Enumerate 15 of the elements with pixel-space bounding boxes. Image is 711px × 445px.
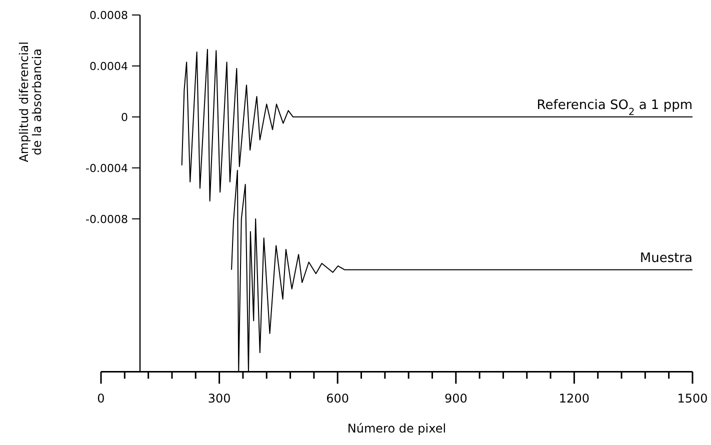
x-tick-label: 1500 — [677, 392, 708, 406]
y-tick-label: -0.0008 — [86, 212, 128, 226]
x-tick-label: 600 — [326, 392, 350, 406]
series-label: Muestra — [640, 250, 692, 266]
x-tick-label: 1200 — [558, 392, 590, 406]
line-series — [181, 48, 693, 202]
y-tick-label: 0.0004 — [90, 60, 128, 73]
x-axis-title: Número de pixel — [347, 422, 446, 436]
series-label: Referencia SO$_{2}$ a 1 ppm — [536, 98, 692, 118]
y-tick-label: 0 — [121, 110, 128, 124]
y-tick-label: 0.0008 — [90, 9, 128, 22]
x-tick-label: 900 — [444, 392, 468, 406]
y-axis-title: Amplitud diferencial de la absorbancia — [17, 42, 44, 162]
x-tick-label: 300 — [208, 392, 231, 406]
y-tick-label: -0.0004 — [86, 162, 128, 175]
